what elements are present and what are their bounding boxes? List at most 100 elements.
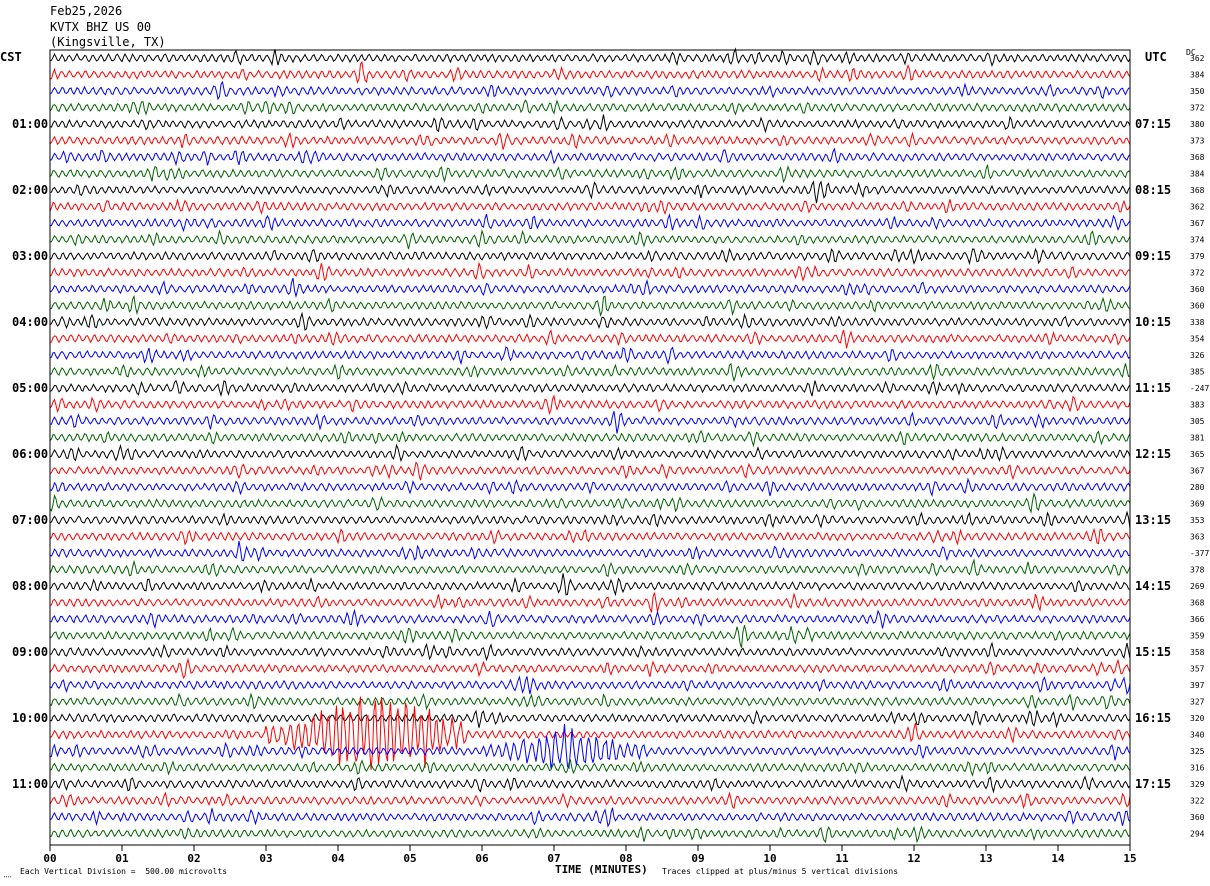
trace-line-10: [49, 213, 1131, 233]
trace-value-label: 368: [1190, 186, 1205, 195]
trace-line-26: [49, 477, 1131, 497]
trace-line-29: [49, 527, 1131, 546]
trace-line-3: [49, 99, 1131, 116]
trace-line-18: [49, 346, 1131, 366]
scale-note: Each Vertical Division = 500.00 microvol…: [20, 867, 228, 876]
trace-value-label: 368: [1190, 153, 1205, 162]
left-hour-label: 03:00: [12, 249, 48, 263]
trace-value-label: 378: [1190, 566, 1205, 575]
trace-value-label: 384: [1190, 170, 1205, 179]
trace-value-label: 357: [1190, 665, 1205, 674]
left-hour-label: 11:00: [12, 777, 48, 791]
trace-line-17: [49, 329, 1131, 349]
x-tick-label: 05: [403, 852, 416, 865]
x-tick-label: 14: [1051, 852, 1065, 865]
x-tick-label: 06: [475, 852, 489, 865]
trace-line-16: [49, 311, 1131, 331]
trace-value-label: 338: [1190, 318, 1205, 327]
trace-line-24: [49, 443, 1131, 463]
trace-line-8: [49, 180, 1131, 204]
x-tick-label: 13: [979, 852, 992, 865]
trace-value-label: 365: [1190, 450, 1205, 459]
trace-line-39: [49, 692, 1131, 711]
trace-line-22: [49, 411, 1131, 434]
left-hour-label: 08:00: [12, 579, 48, 593]
trace-line-4: [49, 114, 1131, 134]
trace-value-label: -247: [1190, 384, 1209, 393]
trace-line-31: [49, 558, 1131, 578]
right-hour-label: 09:15: [1135, 249, 1171, 263]
trace-value-label: 350: [1190, 87, 1205, 96]
dc-label: DC: [1186, 48, 1196, 57]
trace-line-2: [49, 80, 1131, 101]
trace-line-6: [49, 147, 1131, 167]
trace-value-label: 383: [1190, 401, 1205, 410]
left-hour-label: 06:00: [12, 447, 48, 461]
right-hour-label: 11:15: [1135, 381, 1171, 395]
trace-value-label: 384: [1190, 71, 1205, 80]
trace-value-label: 397: [1190, 681, 1205, 690]
trace-line-33: [49, 592, 1131, 613]
trace-line-30: [49, 540, 1130, 563]
trace-line-40: [49, 709, 1131, 729]
right-timezone-label: UTC: [1145, 50, 1167, 64]
plot-frame: [49, 49, 1131, 846]
trace-value-label: 305: [1190, 417, 1205, 426]
trace-line-36: [49, 641, 1131, 662]
station-label: KVTX BHZ US 00: [50, 20, 152, 34]
trace-line-5: [49, 131, 1131, 150]
trace-line-34: [50, 608, 1131, 630]
trace-value-label: 369: [1190, 500, 1205, 509]
x-tick-label: 07: [547, 852, 560, 865]
x-tick-label: 10: [763, 852, 776, 865]
trace-value-label: 372: [1190, 104, 1205, 113]
trace-value-label: 354: [1190, 335, 1205, 344]
trace-line-45: [49, 791, 1131, 810]
right-hour-label: 07:15: [1135, 117, 1171, 131]
trace-line-13: [49, 261, 1131, 282]
trace-value-label: 325: [1190, 747, 1205, 756]
trace-value-label: 327: [1190, 698, 1205, 707]
trace-value-label: 329: [1190, 780, 1205, 789]
trace-value-label: 326: [1190, 351, 1205, 360]
trace-group: [49, 47, 1131, 844]
trace-line-38: [49, 675, 1131, 696]
x-tick-label: 03: [259, 852, 272, 865]
trace-value-label: 372: [1190, 269, 1205, 278]
trace-line-15: [49, 294, 1131, 318]
trace-value-label: 294: [1190, 830, 1205, 839]
trace-value-label: 359: [1190, 632, 1205, 641]
x-tick-label: 02: [187, 852, 200, 865]
date-label: Feb25,2026: [50, 4, 123, 18]
x-tick-label: 01: [115, 852, 129, 865]
trace-line-21: [49, 394, 1131, 416]
right-hour-label: 12:15: [1135, 447, 1171, 461]
trace-line-32: [49, 573, 1131, 597]
trace-line-25: [49, 461, 1131, 481]
trace-value-label: 360: [1190, 302, 1205, 311]
x-tick-label: 00: [43, 852, 56, 865]
left-hour-label: 07:00: [12, 513, 48, 527]
trace-line-43: [49, 758, 1131, 777]
trace-value-label: 362: [1190, 203, 1205, 212]
right-hour-label: 15:15: [1135, 645, 1171, 659]
trace-line-47: [49, 825, 1131, 844]
trace-line-28: [49, 510, 1131, 529]
trace-value-label: 362: [1190, 54, 1205, 63]
trace-value-label: 368: [1190, 599, 1205, 608]
trace-value-label: 358: [1190, 648, 1205, 657]
trace-line-7: [49, 164, 1131, 184]
trace-value-label: 269: [1190, 582, 1205, 591]
right-hour-label: 16:15: [1135, 711, 1171, 725]
trace-line-44: [49, 774, 1131, 794]
right-hour-label: 14:15: [1135, 579, 1171, 593]
x-tick-label: 15: [1123, 852, 1136, 865]
trace-line-9: [49, 198, 1131, 216]
trace-value-label: 379: [1190, 252, 1205, 261]
trace-value-label: 353: [1190, 516, 1205, 525]
trace-value-label: 380: [1190, 120, 1205, 129]
left-hour-label: 10:00: [12, 711, 48, 725]
trace-value-label: 360: [1190, 813, 1205, 822]
left-hour-label: 01:00: [12, 117, 48, 131]
axes-group: 362 384 350 372 380 373 368 384 368 362 367 374 379 3…: [12, 49, 1209, 865]
